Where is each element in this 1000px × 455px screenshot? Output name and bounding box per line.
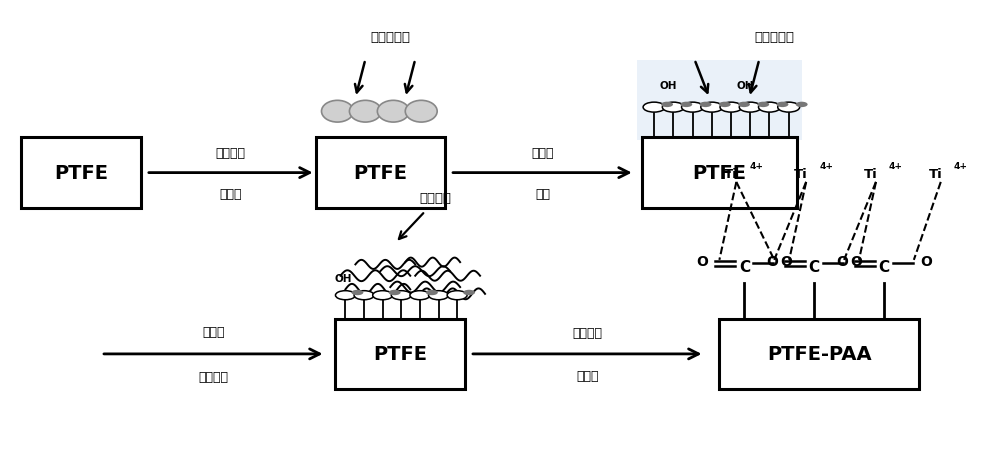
Text: PTFE-PAA: PTFE-PAA <box>767 344 871 364</box>
Ellipse shape <box>405 101 437 123</box>
Text: Ti: Ti <box>929 168 943 181</box>
Circle shape <box>351 290 363 296</box>
Circle shape <box>335 291 355 300</box>
Text: 丙烯酸: 丙烯酸 <box>202 325 225 338</box>
Circle shape <box>739 103 761 113</box>
Text: PTFE: PTFE <box>373 344 427 364</box>
Text: O: O <box>836 255 848 268</box>
Text: 自组装: 自组装 <box>576 369 599 382</box>
Bar <box>21 138 141 208</box>
Text: 过氧自由基: 过氧自由基 <box>754 31 794 44</box>
Circle shape <box>463 290 475 296</box>
Text: 烷基自由基: 烷基自由基 <box>370 31 410 44</box>
Text: 4+: 4+ <box>954 162 968 171</box>
Circle shape <box>701 103 723 113</box>
Text: 二氧化馒: 二氧化馒 <box>572 326 602 339</box>
Text: 空气中: 空气中 <box>531 147 554 159</box>
Circle shape <box>661 102 673 108</box>
Text: O: O <box>696 255 708 268</box>
Text: OH: OH <box>736 81 754 91</box>
Text: Ti: Ti <box>724 168 738 181</box>
Text: PTFE: PTFE <box>692 164 746 183</box>
Text: 暴露: 暴露 <box>535 187 550 200</box>
Bar <box>316 138 445 208</box>
Text: O: O <box>850 255 862 268</box>
Text: O: O <box>780 255 792 268</box>
Circle shape <box>758 103 780 113</box>
Circle shape <box>391 291 411 300</box>
Circle shape <box>680 102 692 108</box>
Text: OH: OH <box>335 273 352 283</box>
Circle shape <box>662 103 684 113</box>
Bar <box>637 61 802 141</box>
Circle shape <box>738 102 750 108</box>
Circle shape <box>410 291 430 300</box>
Circle shape <box>778 103 800 113</box>
Circle shape <box>682 103 704 113</box>
Text: O: O <box>766 255 778 268</box>
Bar <box>642 138 797 208</box>
Circle shape <box>700 102 711 108</box>
Bar <box>719 319 919 389</box>
Text: Ti: Ti <box>794 168 808 181</box>
Text: C: C <box>739 260 750 274</box>
Ellipse shape <box>349 101 381 123</box>
Text: 聚丙烯酸: 聚丙烯酸 <box>419 192 451 205</box>
Circle shape <box>719 102 731 108</box>
Text: 4+: 4+ <box>889 162 903 171</box>
Text: 4+: 4+ <box>819 162 833 171</box>
Circle shape <box>373 291 393 300</box>
Circle shape <box>720 103 742 113</box>
Text: C: C <box>809 260 820 274</box>
Text: 等离子体: 等离子体 <box>216 147 246 159</box>
Text: 预处理: 预处理 <box>219 187 242 200</box>
Circle shape <box>776 102 788 108</box>
Text: O: O <box>920 255 932 268</box>
Circle shape <box>426 290 438 296</box>
Circle shape <box>643 103 665 113</box>
Text: C: C <box>878 260 889 274</box>
Ellipse shape <box>377 101 409 123</box>
Circle shape <box>757 102 769 108</box>
Text: 接枝聚合: 接枝聚合 <box>198 370 228 383</box>
Text: OH: OH <box>660 81 677 91</box>
Circle shape <box>429 291 448 300</box>
Bar <box>335 319 465 389</box>
Circle shape <box>354 291 374 300</box>
Text: PTFE: PTFE <box>54 164 108 183</box>
Circle shape <box>389 290 401 296</box>
Text: PTFE: PTFE <box>353 164 407 183</box>
Text: Ti: Ti <box>864 168 878 181</box>
Circle shape <box>796 102 808 108</box>
Text: 4+: 4+ <box>749 162 763 171</box>
Circle shape <box>447 291 467 300</box>
Ellipse shape <box>321 101 353 123</box>
